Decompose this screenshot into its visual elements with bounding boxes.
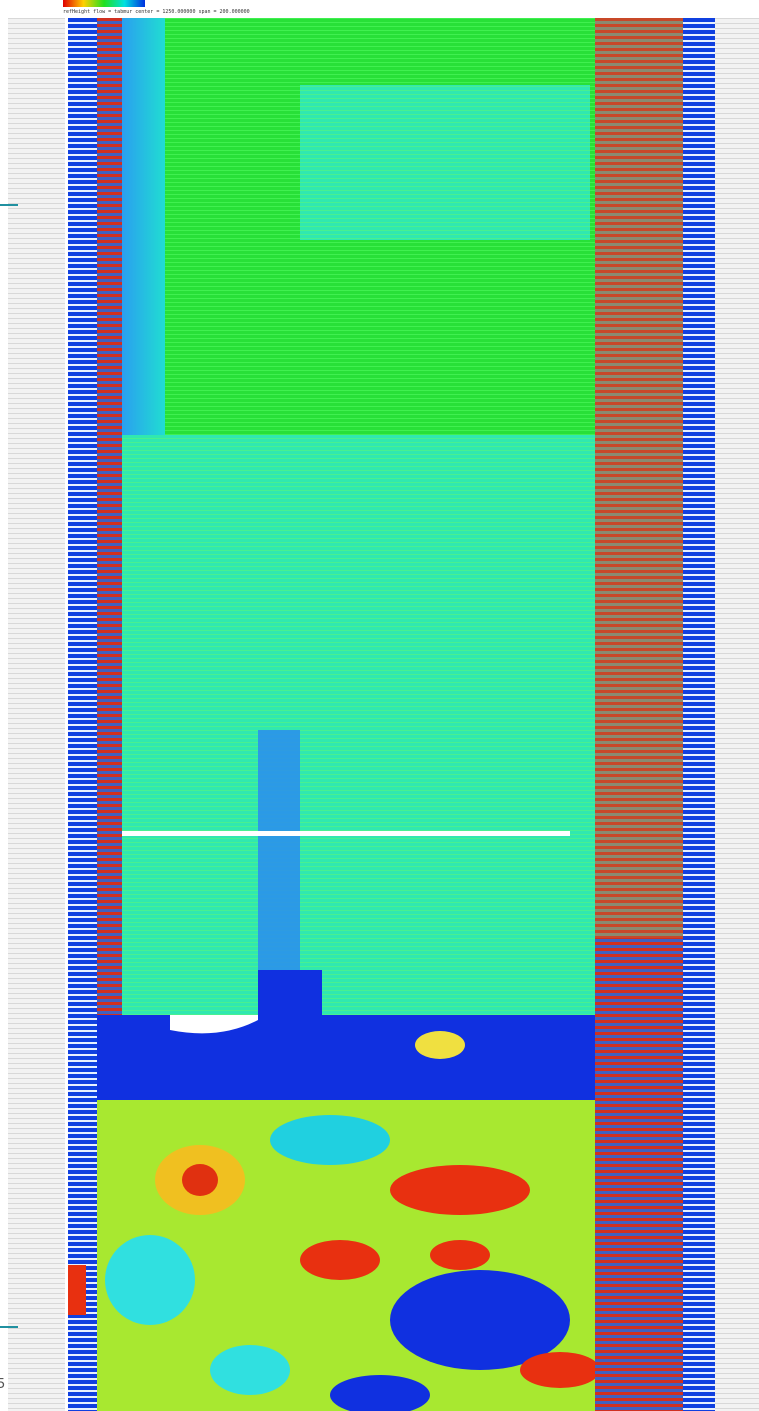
blob [270,1115,390,1165]
cyan-region [122,435,595,1015]
screenshot: refHeight flow = tabmur center = 1250.00… [0,0,759,1411]
heatmap [68,18,715,1411]
blob [182,1164,218,1196]
blob [105,1235,195,1325]
stripe-column [97,18,122,1018]
blob [520,1352,600,1388]
stripe-column [595,938,683,1411]
white-line [122,831,570,836]
blue-column [258,730,300,970]
stripe-column [683,18,715,1411]
blob [430,1240,490,1270]
yellow-blob [415,1031,465,1059]
blob [210,1345,290,1395]
right-margin [715,18,759,1411]
stripe-column [595,18,683,938]
stripe-column [68,18,97,1411]
page: refHeight flow = tabmur center = 1250.00… [0,0,759,1411]
left-margin [8,18,65,1411]
blob [300,1240,380,1280]
caption: refHeight flow = tabmur center = 1250.00… [63,9,250,15]
blob [390,1165,530,1215]
blue-band [97,1015,595,1100]
blob [68,1265,86,1315]
cyan-region [300,85,590,240]
blue-block [258,970,322,1100]
colorbar [63,0,145,7]
page-number: 5 [0,1377,5,1392]
